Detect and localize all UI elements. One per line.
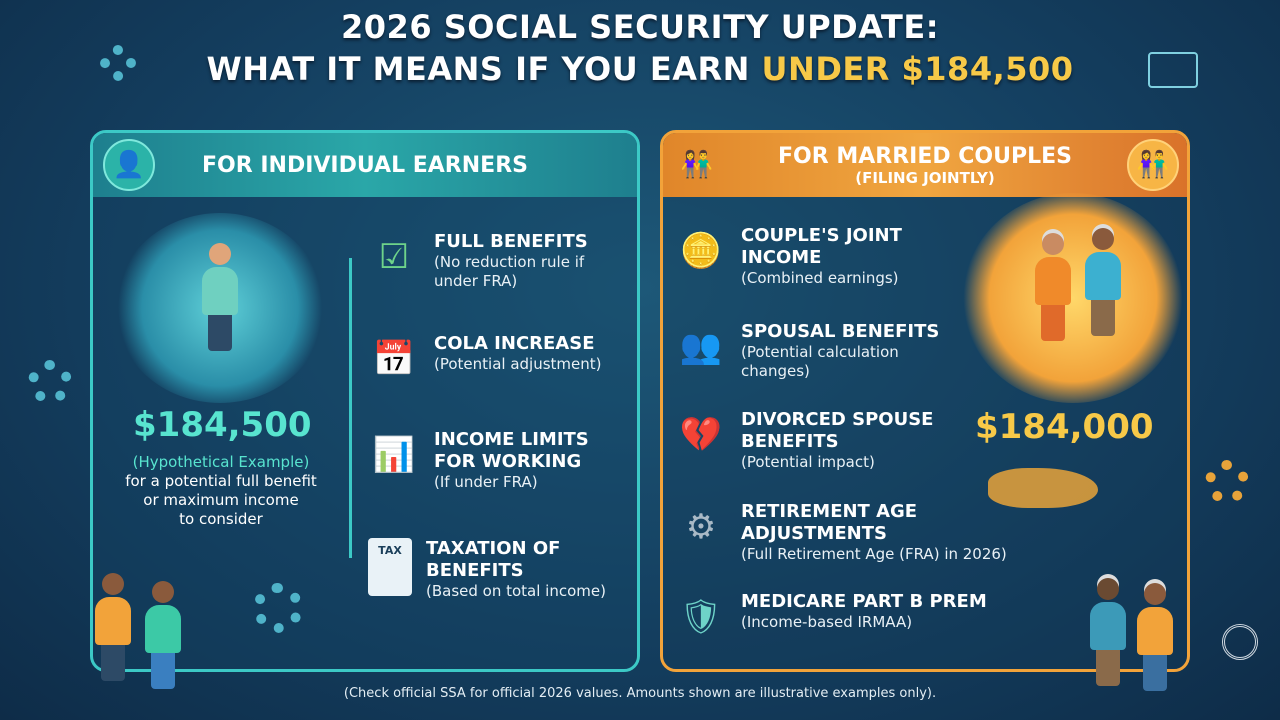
gear-icon — [1205, 460, 1249, 504]
couples-header: FOR MARRIED COUPLES (FILING JOINTLY) — [663, 133, 1187, 197]
couple-icon: 👥 — [679, 327, 723, 367]
checklist-icon: ☑ — [378, 237, 410, 277]
individual-header-title: FOR INDIVIDUAL EARNERS — [202, 152, 528, 178]
item-title: COUPLE'S JOINT INCOME — [741, 225, 902, 268]
item-title: COLA INCREASE — [434, 333, 595, 354]
connector-line — [349, 258, 352, 558]
item-full-benefits: ☑ FULL BENEFITS (No reduction rule if und… — [368, 231, 604, 291]
ssa-seal-logo — [1222, 624, 1258, 660]
item-title: FULL BENEFITS — [434, 231, 588, 252]
item-desc: (Based on total income) — [426, 582, 606, 600]
gear-icon — [253, 583, 303, 633]
world-map-icon — [988, 468, 1098, 508]
person-illustration — [143, 581, 183, 689]
growth-screen-icon — [1148, 52, 1198, 88]
couples-header-subtitle: (FILING JOINTLY) — [855, 168, 995, 187]
title-highlight: UNDER $184,500 — [761, 50, 1074, 88]
item-title: SPOUSAL BENEFITS — [741, 321, 940, 342]
medical-shield-icon: 🛡 — [679, 597, 723, 637]
item-desc: (No reduction rule if under FRA) — [434, 253, 585, 290]
item-desc: (Potential calculation changes) — [741, 343, 899, 380]
item-desc: (Combined earnings) — [741, 269, 899, 287]
broken-heart-icon: 💔 — [679, 415, 723, 455]
gear-icon: ⚙ — [685, 507, 717, 547]
item-cola-increase: 📅 COLA INCREASE (Potential adjustment) — [368, 333, 602, 385]
title-line-2: WHAT IT MEANS IF YOU EARN UNDER $184,500 — [0, 48, 1280, 90]
item-desc: (If under FRA) — [434, 473, 538, 491]
amount-note: (Hypothetical Example) — [132, 453, 310, 471]
item-desc: (Full Retirement Age (FRA) in 2026) — [741, 545, 1007, 563]
senior-woman-illustration — [1135, 583, 1175, 691]
person-illustration — [93, 573, 133, 681]
couples-header-title: FOR MARRIED COUPLES — [778, 143, 1072, 169]
couple-icon: 👫 — [680, 150, 714, 180]
individual-earners-panel: FOR INDIVIDUAL EARNERS 👤 $184,500 (Hypot… — [90, 130, 640, 689]
item-medicare: 🛡 MEDICARE PART B PREM (Income-based IRMA… — [675, 591, 987, 643]
couple-icon: 👫 — [1127, 139, 1179, 191]
couple-illustration — [963, 193, 1183, 403]
item-spousal-benefits: 👥 SPOUSAL BENEFITS (Potential calculation… — [675, 321, 940, 381]
item-title: INCOME LIMITS FOR WORKING — [434, 429, 589, 472]
growth-chart-icon: 📊 — [372, 435, 416, 475]
dollar-gear-icon — [100, 45, 136, 81]
item-retirement-age: ⚙ RETIREMENT AGE ADJUSTMENTS (Full Retire… — [675, 501, 1007, 564]
title-prefix: WHAT IT MEANS IF YOU EARN — [206, 50, 762, 88]
item-taxation: TAX TAXATION OF BENEFITS (Based on total … — [368, 538, 616, 601]
item-title: DIVORCED SPOUSE BENEFITS — [741, 409, 934, 452]
item-income-limits: 📊 INCOME LIMITS FOR WORKING (If under FRA… — [368, 429, 624, 492]
item-desc: (Potential impact) — [741, 453, 875, 471]
married-couples-panel: FOR MARRIED COUPLES (FILING JOINTLY) 👫 👫… — [660, 130, 1190, 691]
man-illustration — [200, 243, 240, 351]
senior-man-illustration — [1083, 228, 1123, 336]
item-joint-income: 🪙 COUPLE'S JOINT INCOME (Combined earning… — [675, 225, 941, 288]
item-title: MEDICARE PART B PREM — [741, 591, 987, 612]
item-title: TAXATION OF BENEFITS — [426, 538, 561, 581]
item-divorced-spouse: 💔 DIVORCED SPOUSE BENEFITS (Potential imp… — [675, 409, 951, 472]
amount-description: (Hypothetical Example) for a potential f… — [97, 453, 345, 529]
item-desc: (Income-based IRMAA) — [741, 613, 913, 631]
senior-woman-illustration — [1033, 233, 1073, 341]
title-line-1: 2026 SOCIAL SECURITY UPDATE: — [341, 8, 939, 46]
tax-form-icon: TAX — [368, 538, 412, 596]
couples-amount: $184,000 — [975, 407, 1154, 447]
item-desc: (Potential adjustment) — [434, 355, 602, 373]
individual-amount: $184,500 — [133, 405, 312, 445]
gear-icon — [28, 360, 72, 404]
coins-icon: 🪙 — [679, 231, 723, 271]
page-title: 2026 SOCIAL SECURITY UPDATE: WHAT IT MEA… — [0, 6, 1280, 90]
amount-desc-line: for a potential full benefit — [125, 472, 317, 490]
calendar-icon: 📅 — [372, 339, 416, 379]
individual-header: FOR INDIVIDUAL EARNERS — [93, 133, 637, 197]
disclaimer: (Check official SSA for official 2026 va… — [343, 686, 937, 701]
item-title: RETIREMENT AGE ADJUSTMENTS — [741, 501, 918, 544]
amount-desc-line: or maximum income — [143, 491, 299, 509]
person-icon: 👤 — [103, 139, 155, 191]
senior-man-illustration — [1088, 578, 1128, 686]
amount-desc-line: to consider — [179, 510, 263, 528]
